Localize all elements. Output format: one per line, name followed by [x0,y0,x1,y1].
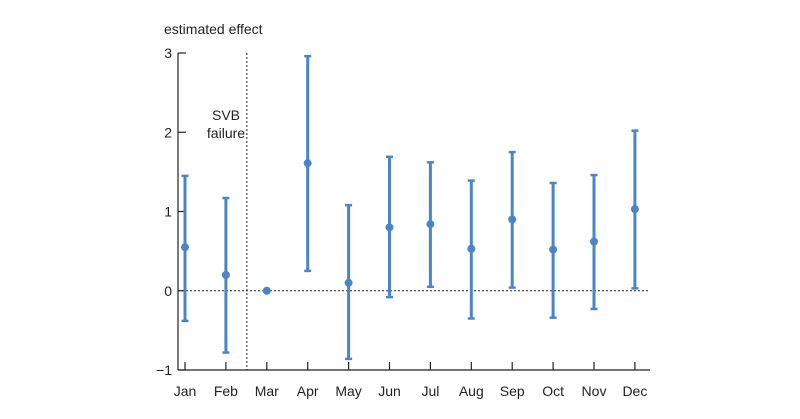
x-tick-label: May [335,383,361,399]
estimate-point [262,286,271,295]
estimate-point [426,220,435,229]
x-tick-label: Nov [582,383,607,399]
estimate-point [590,237,598,246]
estimate-point [508,215,517,224]
x-tick-label: Jan [174,383,197,399]
series-estimates [181,54,639,361]
y-tick-labels: −1 0 1 2 3 [156,45,172,378]
y-axis-title: estimated effect [164,21,263,37]
x-tick-label: Feb [214,383,238,399]
y-tick-label: 2 [164,124,172,140]
event-label-line-1: SVB [212,107,240,123]
x-tick-label: Apr [297,383,319,399]
x-tick-label: Sep [500,383,525,399]
y-tick-label: −1 [156,362,172,378]
y-tick-label: 3 [164,45,172,61]
reference-lines [178,53,650,370]
estimate-point [181,243,189,252]
x-tick-label: Mar [255,383,279,399]
x-tick-labels: Jan Feb Mar Apr May Jun Jul Aug Sep Oct Nov Dec [174,383,648,399]
estimate-point [344,278,353,287]
y-tick-label: 0 [164,283,172,299]
x-tick-label: Jun [378,383,401,399]
estimate-point [630,205,639,214]
estimate-point [221,270,230,279]
event-label-line-2: failure [207,125,245,141]
x-tick-label: Aug [459,383,484,399]
x-tick-label: Oct [542,383,564,399]
estimate-point [303,159,312,168]
y-tick-label: 1 [164,204,172,220]
estimate-point [549,245,558,254]
axes [177,52,650,371]
x-tick-label: Dec [622,383,647,399]
estimate-point [467,244,476,253]
x-tick-label: Jul [421,383,439,399]
estimate-point [385,223,394,232]
